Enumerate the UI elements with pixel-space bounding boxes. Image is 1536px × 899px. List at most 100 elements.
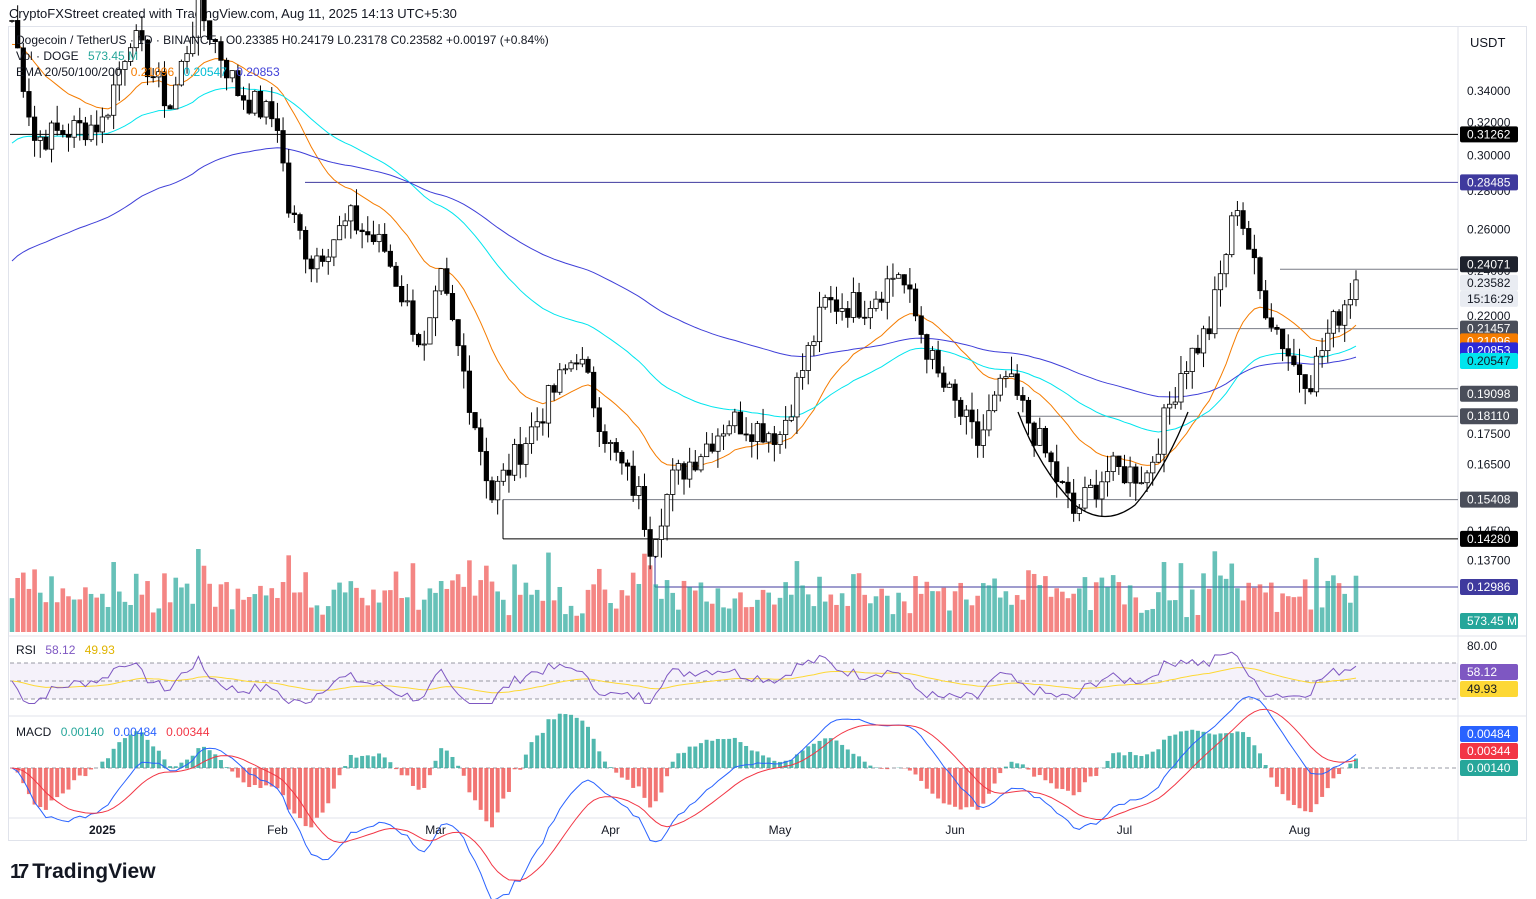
volume-bar — [263, 595, 269, 632]
macd-hist-bar — [281, 768, 286, 796]
volume-bar — [749, 606, 755, 632]
volume-bar — [1218, 575, 1223, 632]
macd-hist-bar — [998, 768, 1003, 774]
macd-hist-bar — [450, 756, 455, 768]
candle-body — [1167, 403, 1173, 409]
volume-bar — [1014, 595, 1020, 632]
macd-hist-bar — [642, 768, 647, 798]
candle-body — [173, 84, 179, 110]
rsi-label[interactable]: RSI — [16, 643, 37, 657]
macd-hist-bar — [151, 746, 156, 768]
candle-body — [1347, 299, 1353, 306]
macd-hist-bar — [523, 754, 528, 768]
volume-bar — [585, 589, 591, 632]
macd-hist-bar — [331, 768, 336, 789]
macd-hist-bar — [919, 768, 924, 781]
candle-body — [783, 419, 789, 435]
volume-bar — [653, 584, 659, 632]
macd-hist-bar — [83, 768, 88, 777]
price-tag-bg — [1460, 126, 1518, 143]
volume-bar — [941, 587, 947, 632]
candle-body — [890, 277, 896, 280]
candle-body — [924, 334, 930, 360]
candle-body — [387, 250, 393, 267]
volume-bar — [455, 574, 461, 632]
tradingview-mark-icon: 17 — [10, 860, 29, 883]
macd-hist-bar — [546, 719, 551, 768]
candle-body — [71, 120, 77, 138]
volume-bar — [777, 597, 783, 632]
macd-hist-bar — [1235, 731, 1240, 768]
macd-hist-bar — [744, 745, 749, 768]
candle-body — [1257, 257, 1263, 292]
brand-name: TradingView — [32, 860, 156, 883]
candle-body — [427, 317, 433, 345]
volume-bar — [1297, 596, 1302, 632]
price-tag-bg — [1460, 274, 1518, 291]
macd-hist-bar — [1128, 751, 1133, 768]
candle-body — [980, 429, 986, 446]
candle-body — [421, 343, 427, 346]
macd-hist-bar — [461, 768, 466, 776]
symbol-name[interactable]: Dogecoin / TetherUS · 1D · BINANCE — [16, 33, 217, 47]
macd-hist-bar — [1252, 745, 1257, 768]
volume-bar — [879, 588, 884, 632]
macd-hist-bar — [156, 750, 161, 768]
volume-bar — [139, 594, 145, 632]
candle-body — [500, 469, 506, 482]
currency-label[interactable]: USDT — [1470, 35, 1506, 50]
candle-body — [1200, 328, 1207, 354]
candle-body — [591, 371, 597, 409]
candle-body — [822, 297, 828, 308]
candle-body — [963, 409, 969, 417]
macd-hist-bar — [38, 768, 43, 808]
volume-bar — [738, 592, 743, 632]
volume-bar — [1223, 578, 1229, 632]
candle-body — [291, 212, 297, 216]
volume-bar — [15, 578, 20, 632]
candle-body — [1031, 422, 1037, 446]
volume-label[interactable]: Vol · DOGE — [16, 49, 79, 63]
macd-label[interactable]: MACD — [16, 725, 52, 739]
candle-body — [1223, 254, 1229, 275]
macd-hist-bar — [32, 768, 37, 805]
candle-body — [1285, 348, 1291, 357]
macd-hist-bar — [823, 738, 828, 768]
ema-label[interactable]: EMA 20/50/100/200 — [16, 65, 122, 79]
price-tag: 0.20547 — [1467, 354, 1511, 368]
candle-body — [495, 480, 501, 501]
volume-bar — [371, 589, 376, 632]
macd-hist-bar — [230, 768, 235, 772]
volume-bar — [721, 607, 726, 632]
macd-hist-bar — [913, 768, 918, 775]
candle-body — [732, 411, 738, 427]
macd-hist-bar — [1263, 765, 1268, 768]
macd-hist-bar — [665, 768, 670, 777]
volume-bar — [811, 606, 817, 632]
volume-bar — [235, 588, 241, 632]
price-tag: 0.12986 — [1467, 580, 1511, 594]
volume-bar — [1331, 575, 1336, 632]
volume-bar — [1189, 589, 1195, 632]
volume-bar — [1257, 584, 1263, 632]
tradingview-logo[interactable]: 17 TradingView — [10, 860, 156, 884]
ema20-line — [11, 43, 1357, 467]
volume-bar — [805, 594, 811, 632]
price-tag: 0.24071 — [1467, 257, 1511, 271]
candle-body — [760, 423, 766, 443]
macd-hist-bar — [473, 768, 478, 801]
macd-hist-bar — [21, 768, 26, 784]
candle-body — [365, 231, 371, 236]
candle-body — [9, 20, 15, 22]
volume-bar — [484, 565, 489, 632]
macd-hist-bar — [1105, 760, 1110, 768]
macd-hist-bar — [1015, 763, 1020, 768]
volume-bar — [1099, 577, 1105, 632]
candle-body — [754, 423, 761, 442]
macd-hist-bar — [1291, 768, 1296, 805]
candle-body — [816, 306, 823, 343]
price-tag: 0.14280 — [1467, 532, 1511, 546]
macd-hist-bar — [235, 768, 240, 778]
macd-hist-bar — [60, 768, 65, 794]
